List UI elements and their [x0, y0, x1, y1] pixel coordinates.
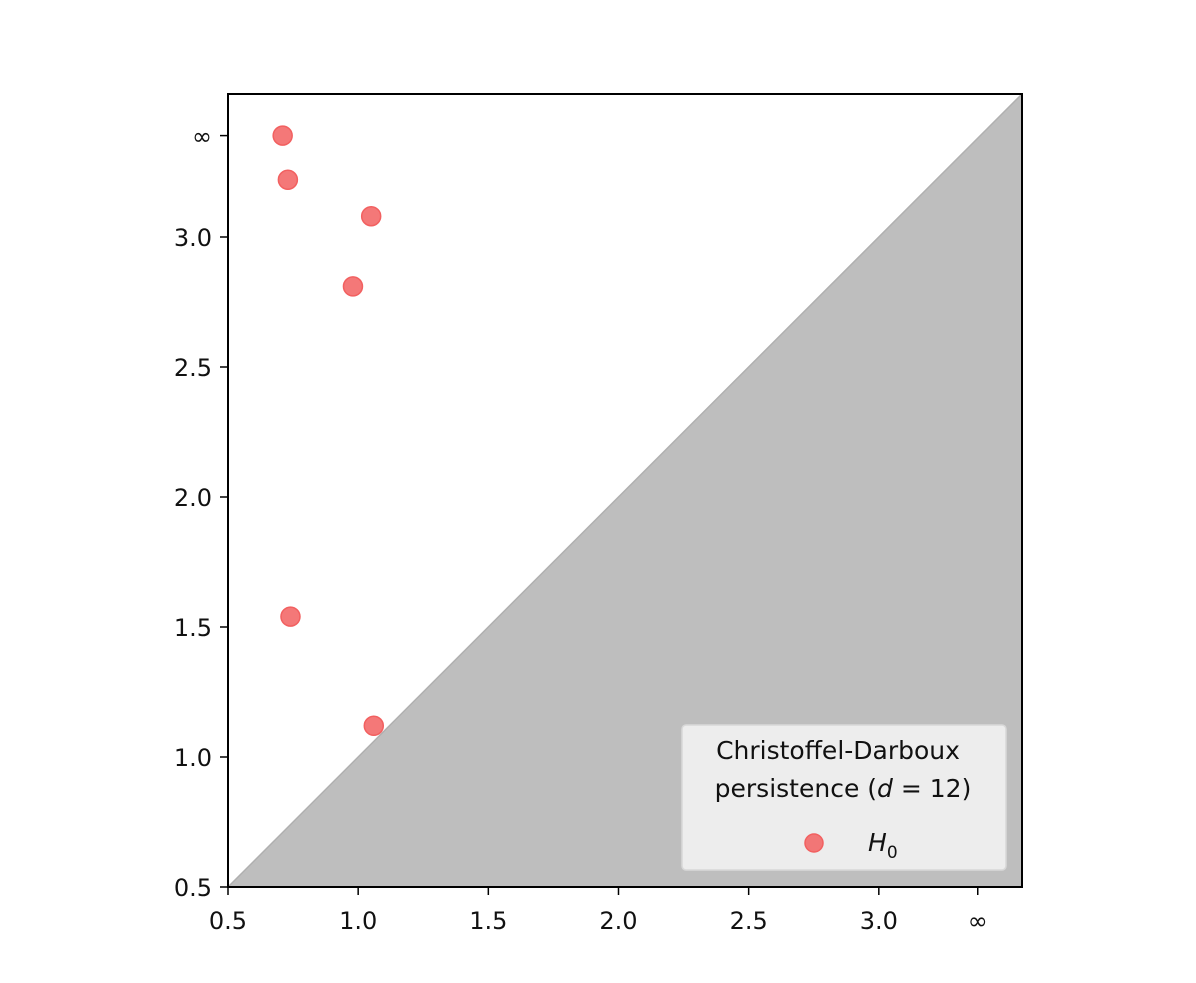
- y-tick-label: 2.5: [174, 354, 212, 382]
- x-tick-label: 0.5: [209, 907, 247, 935]
- plot-area: [227, 93, 1023, 888]
- legend-label-symbol: H: [868, 828, 887, 857]
- legend: Christoffel-Darboux persistence (d = 12)…: [681, 724, 1007, 871]
- x-tick-label: 3.0: [860, 907, 898, 935]
- x-tick-label: ∞: [968, 907, 988, 935]
- legend-label-subscript: 0: [887, 843, 898, 863]
- legend-label-h0: H0: [868, 828, 898, 863]
- h0-point: [363, 715, 385, 737]
- h0-point: [360, 205, 382, 227]
- y-tick-label: 1.5: [174, 614, 212, 642]
- y-tick-label: 1.0: [174, 744, 212, 772]
- legend-title-line-1: Christoffel-Darboux: [716, 736, 960, 765]
- legend-box: [681, 724, 1007, 871]
- x-axis-ticks: 0.5 1.0 1.5 2.0 2.5 3.0 ∞: [209, 887, 988, 935]
- h0-point: [272, 125, 293, 146]
- y-tick-label: 0.5: [174, 874, 212, 902]
- points-layer: [272, 125, 385, 737]
- y-tick-label: 2.0: [174, 484, 212, 512]
- legend-title-suffix: = 12): [893, 774, 971, 803]
- h0-point: [277, 169, 299, 191]
- legend-title-line-2: persistence (d = 12): [715, 774, 972, 803]
- x-tick-label: 1.0: [339, 907, 377, 935]
- y-tick-label: 3.0: [174, 224, 212, 252]
- h0-point: [342, 276, 364, 297]
- h0-point: [280, 606, 301, 627]
- axes-frame: [227, 93, 1023, 888]
- diagonal-line: [227, 93, 1023, 888]
- legend-title-prefix: persistence (: [715, 774, 877, 803]
- x-tick-label: 2.5: [730, 907, 768, 935]
- x-tick-label: 2.0: [599, 907, 637, 935]
- legend-title-variable: d: [877, 774, 893, 803]
- legend-marker-h0: [804, 833, 824, 853]
- y-tick-label: ∞: [192, 123, 212, 151]
- y-axis-ticks: 0.5 1.0 1.5 2.0 2.5 3.0 ∞: [174, 123, 228, 902]
- x-tick-label: 1.5: [469, 907, 507, 935]
